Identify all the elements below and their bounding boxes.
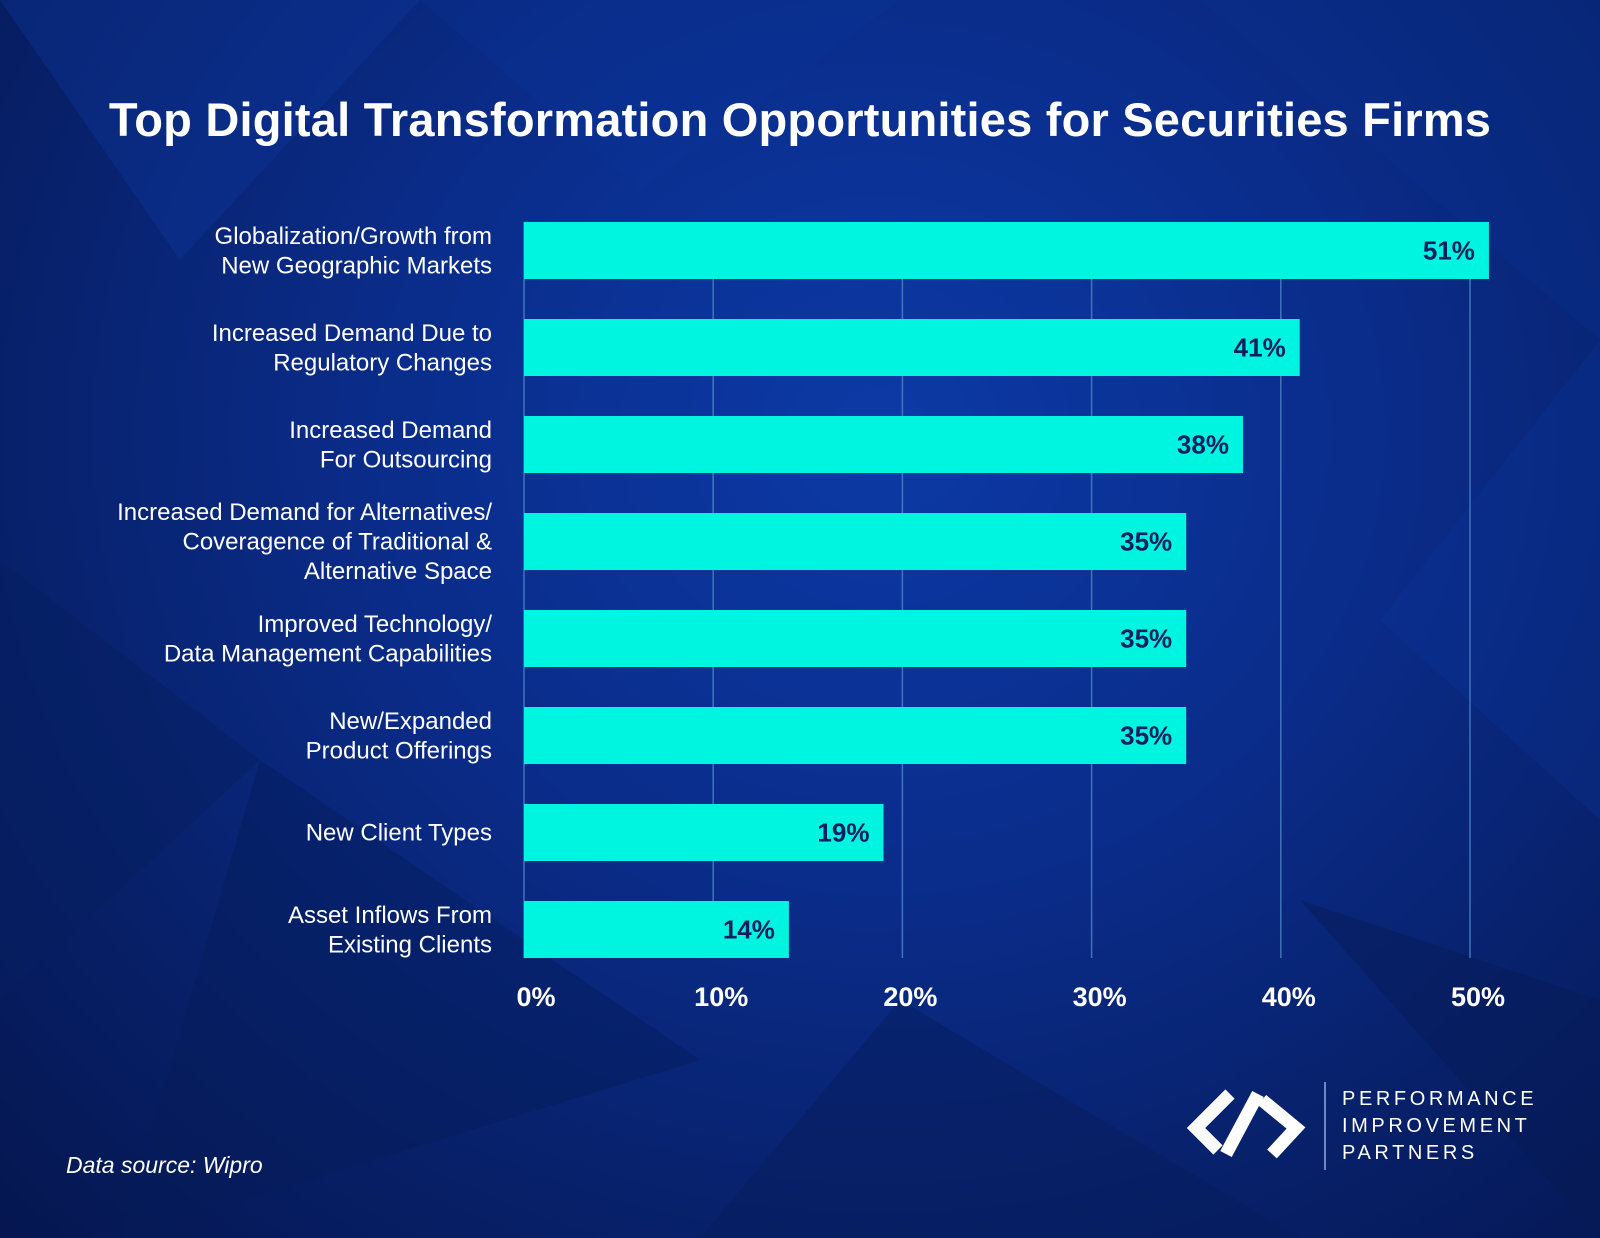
value-label-4: 35% bbox=[1120, 624, 1172, 654]
value-label-6: 19% bbox=[817, 818, 869, 848]
category-label-4: Improved Technology/Data Management Capa… bbox=[164, 611, 493, 668]
category-label-6: New Client Types bbox=[306, 820, 492, 847]
x-tick-label-4: 40% bbox=[1262, 982, 1316, 1012]
category-label-3-line-1: Coveragence of Traditional & bbox=[182, 529, 492, 556]
x-tick-label-5: 50% bbox=[1451, 982, 1505, 1012]
category-label-7-line-0: Asset Inflows From bbox=[288, 902, 492, 929]
value-label-0: 51% bbox=[1423, 236, 1475, 266]
x-tick-label-0: 0% bbox=[516, 982, 555, 1012]
category-label-7: Asset Inflows From Existing Clients bbox=[288, 902, 492, 959]
value-label-3: 35% bbox=[1120, 527, 1172, 557]
x-tick-label-2: 20% bbox=[883, 982, 937, 1012]
brand-block: PERFORMANCE IMPROVEMENT PARTNERS bbox=[1186, 1082, 1534, 1172]
x-tick-label-3: 30% bbox=[1073, 982, 1127, 1012]
category-label-1-line-1: Regulatory Changes bbox=[273, 349, 492, 376]
category-label-3-line-0: Increased Demand for Alternatives/ bbox=[117, 499, 492, 526]
bar-7 bbox=[524, 901, 789, 958]
category-label-6-line-0: New Client Types bbox=[306, 820, 492, 847]
category-label-0-line-0: Globalization/Growth from bbox=[215, 223, 492, 250]
category-label-3-line-2: Alternative Space bbox=[304, 558, 492, 585]
category-label-4-line-0: Improved Technology/ bbox=[258, 611, 493, 638]
bar-0 bbox=[524, 222, 1489, 279]
chart-title: Top Digital Transformation Opportunities… bbox=[108, 93, 1492, 146]
category-label-4-line-1: Data Management Capabilities bbox=[164, 640, 492, 667]
data-source-note: Data source: Wipro bbox=[66, 1152, 263, 1178]
bar-5 bbox=[524, 707, 1187, 764]
category-label-2-line-1: For Outsourcing bbox=[320, 446, 492, 473]
brand-line-1: PERFORMANCE bbox=[1342, 1088, 1538, 1110]
category-label-1-line-0: Increased Demand Due to bbox=[212, 320, 492, 347]
category-label-2: Increased Demand For Outsourcing bbox=[289, 417, 492, 474]
bar-3 bbox=[524, 513, 1187, 570]
pip-chain-logo-icon bbox=[1186, 1089, 1306, 1159]
category-label-1: Increased Demand Due to Regulatory Change… bbox=[212, 320, 492, 377]
brand-line-3: PARTNERS bbox=[1342, 1142, 1478, 1164]
category-label-0-line-1: New Geographic Markets bbox=[221, 252, 492, 279]
bar-6 bbox=[524, 804, 884, 861]
category-label-0: Globalization/Growth from New Geographic … bbox=[215, 223, 492, 280]
category-label-7-line-1: Existing Clients bbox=[328, 931, 492, 958]
x-tick-label-1: 10% bbox=[694, 982, 748, 1012]
brand-line-2: IMPROVEMENT bbox=[1342, 1115, 1531, 1137]
category-label-3: Increased Demand for Alternatives/Covera… bbox=[117, 499, 492, 585]
value-label-2: 38% bbox=[1177, 430, 1229, 460]
bar-4 bbox=[524, 610, 1187, 667]
category-label-5: New/Expanded Product Offerings bbox=[306, 708, 492, 765]
category-label-5-line-1: Product Offerings bbox=[306, 737, 492, 764]
category-label-2-line-0: Increased Demand bbox=[289, 417, 492, 444]
category-label-5-line-0: New/Expanded bbox=[329, 708, 492, 735]
value-label-7: 14% bbox=[723, 915, 775, 945]
brand-divider bbox=[1324, 1082, 1326, 1170]
bar-1 bbox=[524, 319, 1300, 376]
value-label-1: 41% bbox=[1234, 333, 1286, 363]
bar-2 bbox=[524, 416, 1243, 473]
value-label-5: 35% bbox=[1120, 721, 1172, 751]
brand-name: PERFORMANCE IMPROVEMENT PARTNERS bbox=[1342, 1086, 1537, 1167]
